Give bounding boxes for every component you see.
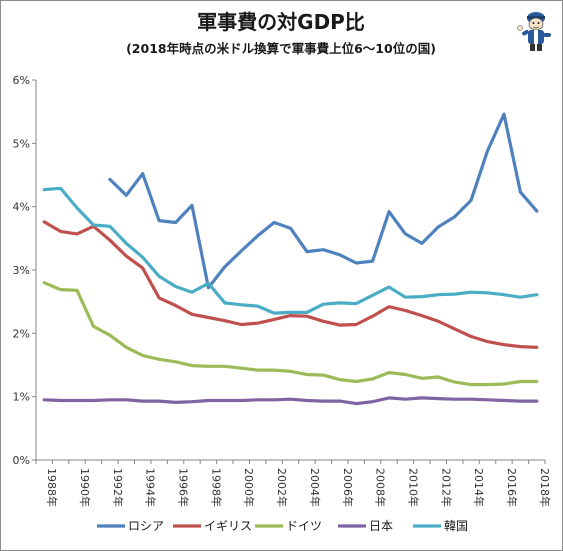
- x-tick-label: 1998年: [209, 468, 223, 507]
- y-tick-label: 6%: [13, 74, 30, 87]
- y-tick-label: 4%: [13, 201, 30, 214]
- y-tick-label: 0%: [13, 454, 30, 467]
- y-tick-label: 1%: [13, 391, 30, 404]
- x-tick-label: 2016年: [505, 468, 519, 507]
- x-tick-label: 2014年: [472, 468, 486, 507]
- y-tick-label: 5%: [13, 137, 30, 150]
- x-tick-label: 2008年: [374, 468, 388, 507]
- legend: ロシア イギリス ドイツ 日本 韓国: [97, 519, 468, 533]
- chart-subtitle: (2018年時点の米ドル換算で軍事費上位6～10位の国): [126, 41, 436, 56]
- series-line-3: [42, 396, 539, 406]
- x-tick-label: 2018年: [538, 468, 552, 507]
- x-tick-label: 2004年: [308, 468, 322, 507]
- legend-label: 日本: [369, 519, 393, 533]
- x-tick-label: 1996年: [177, 468, 191, 507]
- legend-label: ロシア: [128, 519, 164, 533]
- x-tick-label: 1994年: [144, 468, 158, 507]
- series-line-0: [108, 112, 539, 290]
- x-tick-label: 2006年: [341, 468, 355, 507]
- y-axis-ticks: 0% 1% 2% 3% 4% 5% 6%: [13, 74, 36, 467]
- x-tick-label: 2012年: [439, 468, 453, 507]
- x-tick-label: 1992年: [111, 468, 125, 507]
- series-lines: [42, 112, 539, 406]
- x-tick-label: 1990年: [78, 468, 92, 507]
- series-line-2: [42, 281, 539, 387]
- series-line-1: [42, 220, 539, 349]
- mascot-icon: [517, 12, 551, 51]
- x-tick-label: 2010年: [406, 468, 420, 507]
- y-tick-label: 3%: [13, 264, 30, 277]
- legend-label: 韓国: [444, 519, 468, 533]
- series-line-4: [42, 186, 539, 315]
- chart-title: 軍事費の対GDP比: [197, 10, 365, 34]
- legend-label: イギリス: [204, 519, 252, 533]
- x-tick-label: 1988年: [45, 468, 59, 507]
- y-tick-label: 2%: [13, 327, 30, 340]
- plot-axes: [35, 80, 545, 461]
- x-tick-label: 2002年: [275, 468, 289, 507]
- legend-label: ドイツ: [286, 519, 322, 533]
- x-axis-ticks: 1988年 1990年 1992年 1994年 1996年 1998年 2000年 2002年…: [35, 460, 552, 507]
- x-tick-label: 2000年: [242, 468, 256, 507]
